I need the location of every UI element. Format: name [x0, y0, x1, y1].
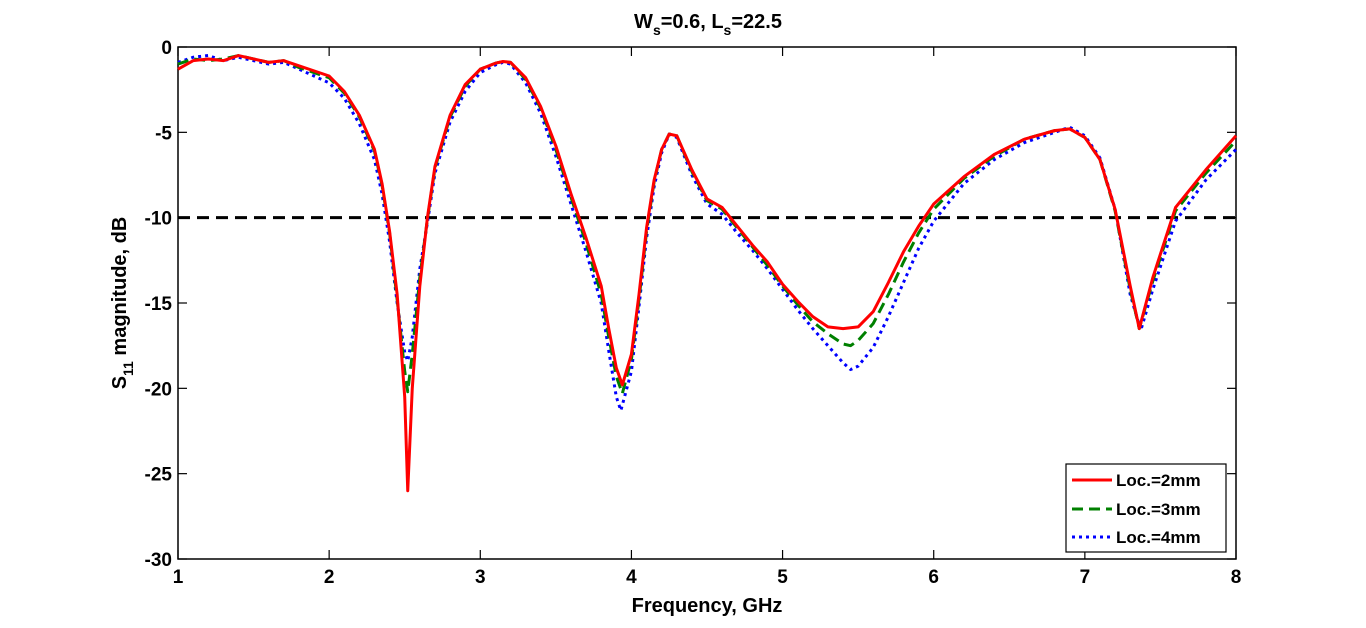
axis-ticks [177, 46, 1237, 560]
plot-area [177, 46, 1237, 560]
x-tick-label: 2 [324, 567, 335, 588]
legend-label-loc-2mm: Loc.=2mm [1116, 471, 1201, 490]
y-tick-label: -15 [145, 294, 173, 315]
legend: Loc.=2mm Loc.=3mm Loc.=4mm [1065, 463, 1227, 553]
legend-label-loc-3mm: Loc.=3mm [1116, 500, 1201, 519]
legend-label-loc-4mm: Loc.=4mm [1116, 528, 1201, 547]
y-tick-labels: 0 -5 -10 -15 -20 -25 -30 [145, 38, 173, 571]
y-tick-label: -20 [145, 379, 172, 400]
x-tick-label: 4 [626, 567, 637, 588]
x-tick-label: 6 [928, 567, 939, 588]
x-tick-label: 5 [777, 567, 788, 588]
y-tick-label: -30 [145, 550, 172, 571]
y-tick-label: -5 [155, 123, 172, 144]
x-axis-label: Frequency, GHz [632, 595, 783, 617]
y-axis-label: S11 magnitude, dB [109, 217, 136, 390]
chart-title: Ws=0.6, Ls=22.5 [634, 11, 782, 38]
series-line-loc-2mm [177, 54, 1238, 493]
x-tick-label: 7 [1080, 567, 1091, 588]
series-group [177, 54, 1238, 493]
y-tick-label: -25 [145, 465, 173, 486]
y-tick-label: -10 [145, 209, 172, 230]
x-tick-label: 1 [173, 567, 184, 588]
x-tick-label: 8 [1231, 567, 1242, 588]
x-tick-labels: 1 2 3 4 5 6 7 8 [173, 567, 1242, 588]
y-tick-label: 0 [161, 38, 172, 59]
x-tick-label: 3 [475, 567, 486, 588]
